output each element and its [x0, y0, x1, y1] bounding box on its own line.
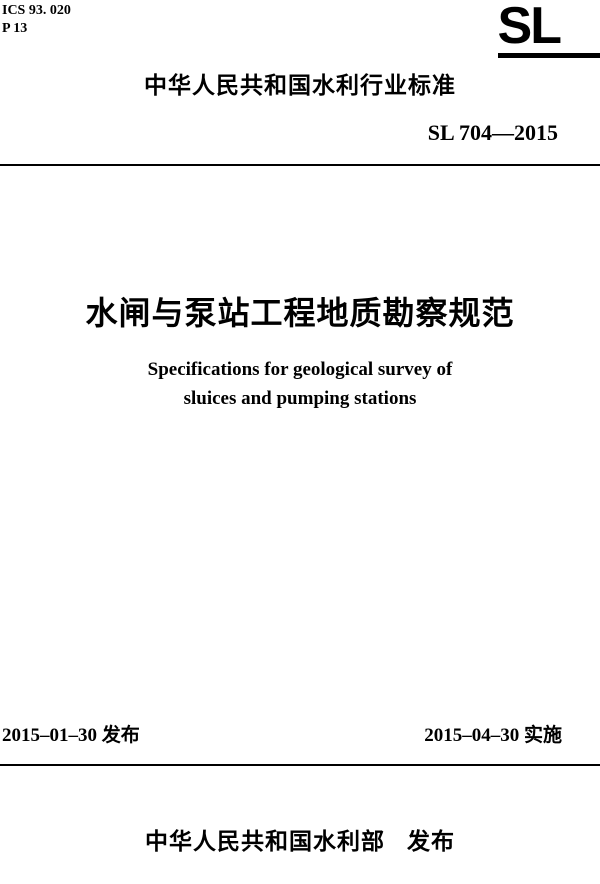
sl-logo: SL — [498, 0, 600, 58]
publisher-action: 发布 — [407, 829, 455, 854]
title-english: Specifications for geological survey of … — [0, 355, 600, 414]
dates-row: 2015–01–30 发布 2015–04–30 实施 — [0, 720, 600, 747]
divider-top — [0, 164, 600, 166]
ics-code: ICS 93. 020 — [2, 2, 71, 20]
document-number: SL 704—2015 — [428, 120, 558, 146]
standard-organization: 中华人民共和国水利行业标准 — [0, 66, 600, 100]
classification-codes: ICS 93. 020 P 13 — [0, 0, 71, 38]
publisher-org: 中华人民共和国水利部 — [145, 829, 385, 854]
p-code: P 13 — [2, 20, 71, 38]
publish-date: 2015–01–30 发布 — [2, 720, 140, 747]
effective-date: 2015–04–30 实施 — [424, 720, 562, 747]
header-row: ICS 93. 020 P 13 SL — [0, 0, 600, 58]
title-english-line2: sluices and pumping stations — [0, 384, 600, 413]
title-chinese: 水闸与泵站工程地质勘察规范 — [0, 288, 600, 334]
publisher: 中华人民共和国水利部发布 — [0, 822, 600, 856]
divider-bottom — [0, 764, 600, 766]
title-english-line1: Specifications for geological survey of — [0, 355, 600, 384]
